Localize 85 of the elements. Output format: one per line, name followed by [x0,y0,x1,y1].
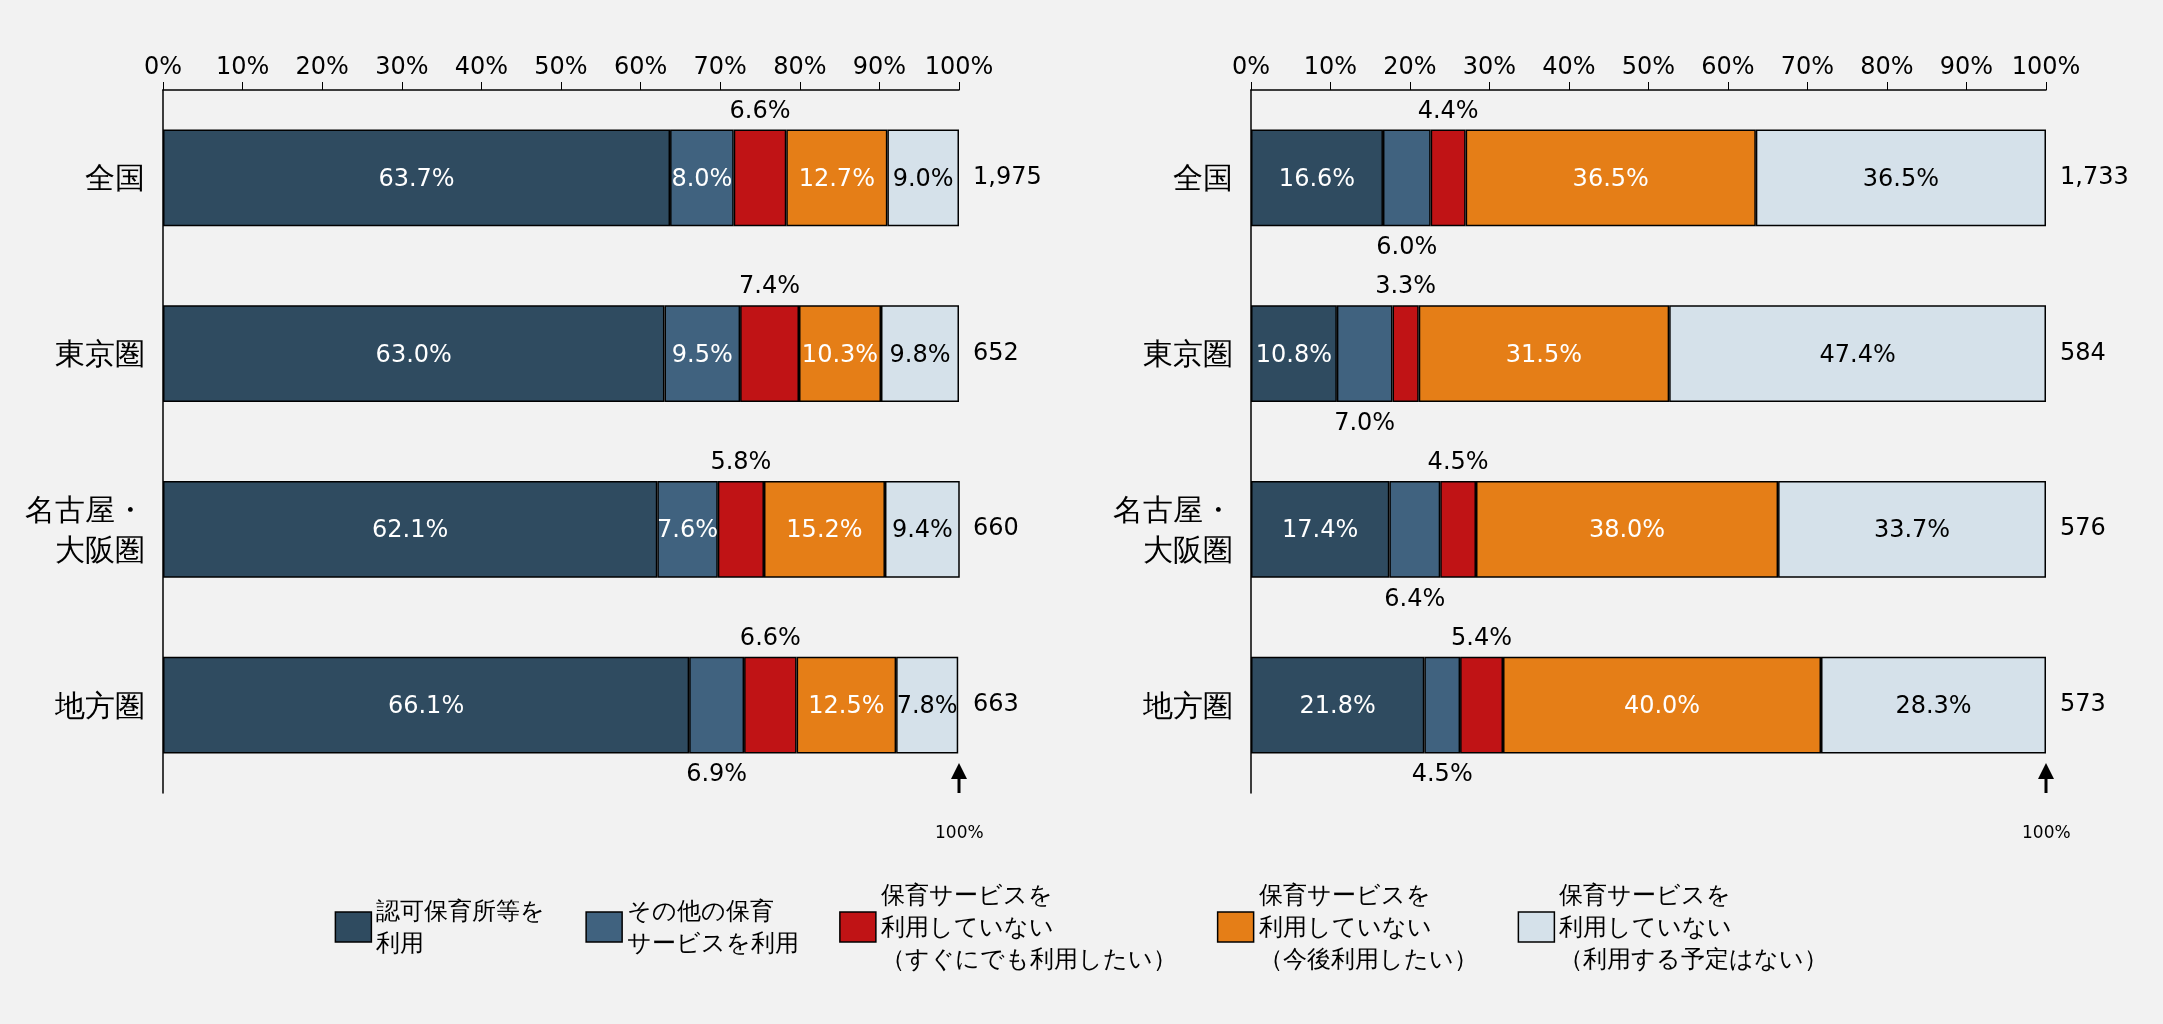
x-tick-label: 50% [534,52,588,80]
data-label: 9.0% [892,163,954,192]
legend-label: その他の保育サービスを利用 [627,897,800,957]
y-tick-label: 全国 [85,160,145,196]
data-label: 63.7% [378,163,455,192]
data-label: 62.1% [372,515,449,544]
data-label: 10.8% [1255,339,1333,368]
legend-label: 認可保育所等を利用 [376,897,546,957]
data-label: 63.0% [375,339,452,368]
data-label: 66.1% [387,691,465,720]
x-tick-label: 30% [1462,52,1517,80]
data-label: 6.9% [686,759,748,788]
data-label: 40.0% [1623,691,1701,720]
data-label: 17.4% [1282,515,1359,544]
data-label: 5.8% [710,447,772,476]
data-label: 6.0% [1376,232,1438,261]
text: 663 [973,689,1019,718]
data-label: 7.6% [657,515,719,544]
x-tick-label: 10% [215,52,270,80]
data-label: 31.5% [1505,339,1583,368]
x-tick-label: 10% [1303,52,1358,80]
x-tick-label: 30% [375,52,429,80]
x-tick-label: 40% [454,52,509,80]
x-tick-label: 40% [1542,52,1596,80]
text: 652 [973,337,1019,366]
data-label: 7.8% [896,691,958,720]
data-label: 36.5% [1572,163,1649,192]
legend-label: 保育サービスを利用していない（利用する予定はない） [1559,881,1829,973]
text: 660 [973,513,1019,542]
x-tick-label: 100% [2011,52,2081,80]
y-tick-label: 地方圏 [54,687,145,723]
data-label: 4.5% [1411,759,1473,788]
data-label: 33.7% [1873,515,1951,544]
legend-label: 保育サービスを利用していない（今後利用したい） [1258,881,1478,973]
x-tick-label: 20% [1383,52,1437,80]
data-label: 5.4% [1451,622,1513,651]
data-label: 12.5% [808,691,885,720]
x-tick-label: 80% [773,52,827,80]
data-label: 21.8% [1299,691,1376,720]
x-tick-label: 80% [1860,52,1914,80]
x-tick-label: 90% [1939,52,1994,80]
x-tick-label: 90% [852,52,907,80]
x-tick-label: 20% [295,52,349,80]
y-tick-label: 東京圏 [55,336,145,372]
data-label: 6.6% [729,95,791,124]
data-label: 47.4% [1819,339,1896,368]
data-label: 3.3% [1375,271,1437,300]
legend-label: 保育サービスを利用していない（すぐにでも利用したい） [880,881,1177,973]
data-label: 4.4% [1417,95,1479,124]
data-label: 6.6% [739,622,801,651]
data-label: 36.5% [1862,163,1940,192]
data-label: 7.0% [1334,407,1396,436]
data-label: 9.5% [671,339,733,368]
text: 1,733 [2060,161,2129,190]
x-tick-label: 0% [1231,52,1271,80]
data-label: 15.2% [786,515,863,544]
x-tick-label: 70% [1780,52,1835,80]
data-label: 7.4% [739,271,801,300]
y-tick-label: 名古屋・大阪圏 [1113,491,1233,567]
data-label: 6.4% [1384,583,1446,612]
text: 573 [2060,689,2106,718]
x-tick-label: 60% [613,52,668,80]
text: 1,975 [973,161,1042,190]
x-tick-label: 60% [1701,52,1755,80]
data-label: 28.3% [1895,691,1972,720]
text: 576 [2060,513,2106,542]
x-tick-label: 100% [924,52,994,80]
data-label: 38.0% [1588,515,1666,544]
data-label: 16.6% [1278,163,1356,192]
data-label: 8.0% [671,163,733,192]
x-tick-label: 70% [693,52,747,80]
y-tick-label: 全国 [1173,160,1233,196]
x-tick-label: 0% [143,52,183,80]
data-label: 9.8% [889,339,951,368]
x-tick-label: 50% [1621,52,1676,80]
text: 584 [2060,337,2106,366]
data-label: 9.4% [891,515,953,544]
y-tick-label: 東京圏 [1143,336,1233,372]
y-tick-label: 名古屋・大阪圏 [25,491,145,567]
text: 100% [2022,821,2071,842]
data-label: 10.3% [801,339,879,368]
y-tick-label: 地方圏 [1142,687,1233,723]
text: 100% [935,821,984,842]
data-label: 4.5% [1427,447,1489,476]
data-label: 12.7% [798,163,875,192]
